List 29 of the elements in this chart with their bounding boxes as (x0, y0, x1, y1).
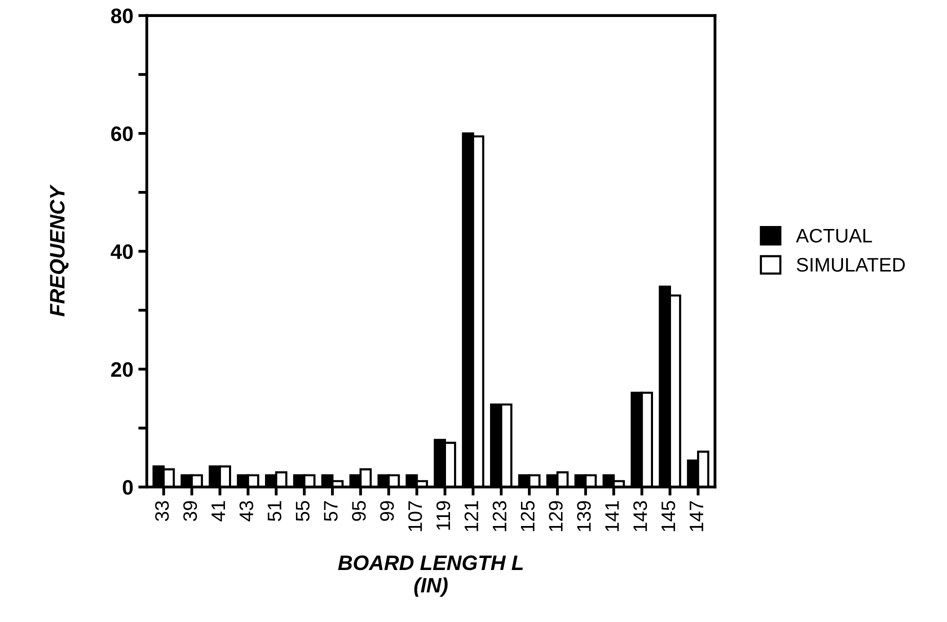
x-tick-label: 121 (464, 501, 478, 532)
legend-label: ACTUAL (796, 228, 872, 243)
y-tick-label: 40 (110, 244, 133, 260)
x-tick-label: 99 (380, 501, 394, 521)
x-tick-label: 107 (408, 501, 422, 532)
x-tick-label: 43 (240, 501, 254, 522)
y-tick-label: 0 (122, 480, 133, 495)
y-tick-label: 80 (111, 8, 133, 24)
x-tick-label: 41 (212, 501, 225, 522)
x-tick-label: 57 (324, 501, 338, 522)
x-tick-label: 147 (690, 501, 704, 532)
x-tick-label: 143 (633, 501, 648, 532)
x-tick-label: 33 (155, 501, 169, 522)
x-axis-title: BOARD LENGTH L (IN) (338, 555, 523, 597)
legend-label: SIMULATED (796, 258, 905, 272)
x-tick-label: 139 (577, 501, 591, 532)
y-tick-label: 20 (111, 362, 133, 377)
x-tick-label: 123 (492, 501, 506, 532)
x-tick-label: 51 (268, 501, 282, 522)
x-tick-label: 125 (520, 501, 535, 532)
x-tick-label: 39 (183, 501, 198, 522)
x-tick-label: 141 (605, 501, 619, 532)
x-tick-label: 129 (548, 501, 563, 532)
x-tick-label: 95 (352, 501, 366, 521)
x-tick-label: 145 (662, 501, 676, 532)
y-tick-label: 60 (111, 126, 133, 142)
x-tick-label: 55 (296, 501, 310, 522)
x-tick-label: 119 (436, 501, 450, 530)
y-axis-title: FREQUENCY (50, 184, 68, 316)
